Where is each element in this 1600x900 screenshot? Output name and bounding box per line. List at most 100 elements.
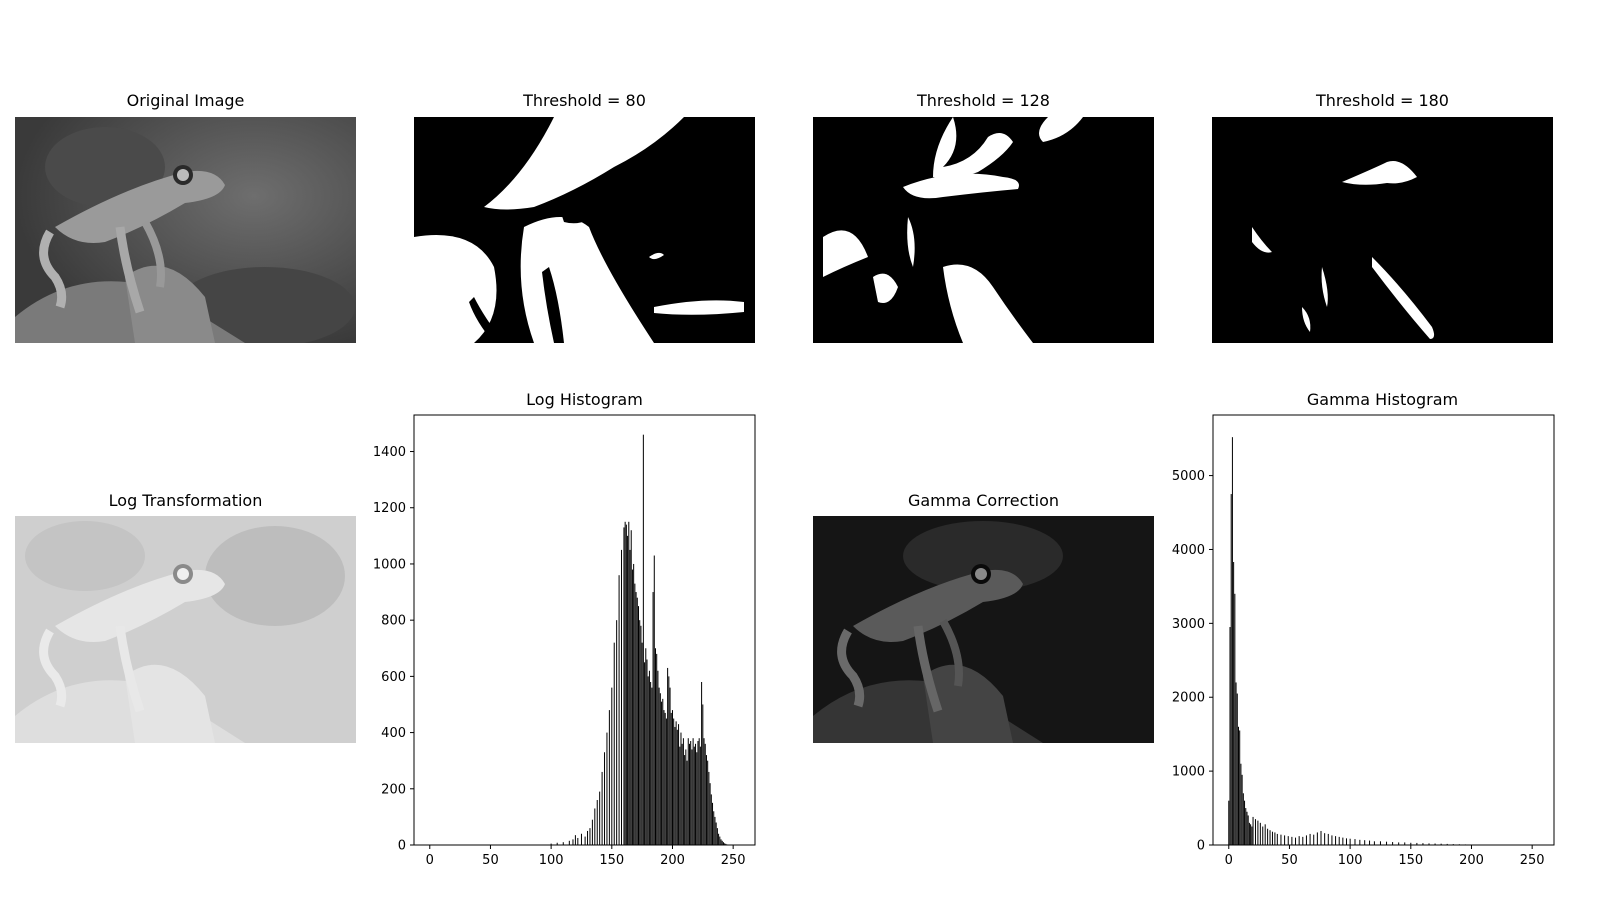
log-histogram-bar [618, 575, 620, 845]
log-histogram-bar [631, 569, 633, 845]
gamma-histogram-bar [1280, 834, 1282, 845]
gamma-histogram-bar [1240, 763, 1242, 845]
log-histogram-bar [680, 732, 682, 845]
log-histogram-bar [633, 563, 635, 845]
log-histogram-bar [678, 724, 680, 845]
log-histogram-bar [580, 833, 582, 845]
gamma-histogram-bar [1264, 824, 1266, 845]
threshold-80-image [414, 117, 755, 343]
gamma-histogram-bar [1248, 822, 1250, 845]
log-histogram-bar [629, 549, 631, 845]
gamma-correction-title: Gamma Correction [907, 491, 1060, 510]
gamma-histogram-bar [1345, 838, 1347, 845]
original-image [15, 117, 356, 343]
log-histogram-bar [550, 843, 552, 845]
threshold-180-title: Threshold = 180 [1316, 91, 1449, 110]
gamma-histogram-bar [1410, 842, 1412, 845]
gamma-histogram-x-tick-label: 250 [1520, 853, 1545, 868]
log-histogram-bar [642, 434, 644, 845]
gamma-histogram-bar [1257, 820, 1259, 845]
log-histogram-y-tick-label: 1200 [373, 501, 406, 516]
log-histogram-bar [693, 746, 695, 845]
gamma-histogram-bar [1291, 836, 1293, 845]
log-histogram-bar [664, 712, 666, 845]
log-histogram-bar [718, 833, 720, 845]
log-histogram-axes-frame [413, 414, 756, 846]
log-histogram-bar [690, 741, 692, 845]
log-histogram-bar [625, 524, 627, 845]
log-histogram-bar [726, 844, 728, 845]
log-histogram-bar [594, 808, 596, 845]
log-histogram-bar [635, 592, 637, 845]
gamma-histogram-bar [1231, 437, 1233, 845]
gamma-histogram-bar [1274, 832, 1276, 845]
log-histogram-bar [659, 693, 661, 845]
gamma-histogram-bar [1440, 843, 1442, 845]
gamma-histogram-bar [1392, 842, 1394, 845]
gamma-histogram-bar [1464, 844, 1466, 845]
original-image-title: Original Image [126, 91, 245, 110]
log-histogram-bar [713, 811, 715, 845]
gamma-histogram-bar [1284, 835, 1286, 845]
gamma-histogram-bar [1373, 841, 1375, 845]
log-histogram-bar [673, 718, 675, 845]
log-histogram-bar [695, 743, 697, 845]
gamma-histogram-bar [1335, 836, 1337, 845]
gamma-histogram-bar [1386, 841, 1388, 845]
gamma-histogram-bar [1434, 843, 1436, 845]
log-histogram-y-tick-label: 800 [381, 614, 406, 629]
gamma-histogram-bar [1287, 836, 1289, 845]
log-histogram-bar [686, 760, 688, 845]
threshold-128-title: Threshold = 128 [917, 91, 1050, 110]
log-histogram-bar [589, 828, 591, 845]
gamma-histogram-title: Gamma Histogram [1306, 390, 1459, 409]
log-histogram-x-tick-label: 250 [721, 853, 746, 868]
gamma-histogram-bar [1369, 840, 1371, 845]
log-histogram-bar [702, 704, 704, 845]
log-histogram-bar [670, 712, 672, 845]
gamma-histogram-bar [1416, 842, 1418, 845]
gamma-histogram-bar [1276, 833, 1278, 845]
log-histogram-bar [621, 549, 623, 845]
gamma-histogram-bar [1428, 843, 1430, 845]
log-histogram-bar [704, 743, 706, 845]
gamma-histogram-bar [1452, 844, 1454, 845]
log-histogram-y-tick-label: 0 [398, 839, 406, 854]
log-histogram-bar [572, 839, 574, 845]
log-histogram-bar [721, 840, 723, 845]
log-histogram-bar [599, 791, 601, 845]
log-histogram-y-tick-label: 1400 [373, 445, 406, 460]
log-histogram-y-tick-label: 400 [381, 726, 406, 741]
log-histogram-bar [682, 738, 684, 845]
gamma-histogram-bar [1309, 833, 1311, 845]
gamma-histogram-bar [1254, 819, 1256, 845]
gamma-histogram-bar [1271, 831, 1273, 845]
gamma-histogram-bar [1267, 828, 1269, 845]
gamma-histogram-x-tick-label: 100 [1338, 853, 1363, 868]
gamma-histogram-x-tick-label: 0 [1225, 853, 1233, 868]
gamma-histogram-x-tick-label: 50 [1281, 853, 1298, 868]
gamma-histogram-bar [1359, 839, 1361, 845]
gamma-histogram-bar [1237, 726, 1239, 845]
gamma-histogram-x-tick-label: 150 [1398, 853, 1423, 868]
log-histogram-x-tick-label: 200 [660, 853, 685, 868]
log-histogram-bar [562, 842, 564, 845]
gamma-histogram-y-tick-label: 0 [1197, 839, 1205, 854]
log-histogram-bar [651, 687, 653, 845]
log-histogram-x-tick-label: 100 [539, 853, 564, 868]
gamma-histogram-bar [1316, 832, 1318, 845]
log-histogram-bar [584, 836, 586, 845]
gamma-histogram-bar [1246, 811, 1248, 845]
log-histogram-bar [687, 738, 689, 845]
gamma-histogram-bar [1233, 562, 1235, 845]
log-histogram-bar [596, 800, 598, 845]
gamma-histogram-bar [1331, 835, 1333, 845]
log-histogram-bar [703, 738, 705, 845]
log-histogram-bar [606, 732, 608, 845]
log-histogram-bar [665, 718, 667, 845]
log-histogram-bar [710, 794, 712, 845]
gamma-histogram-bar [1242, 793, 1244, 845]
log-histogram-bar [636, 597, 638, 845]
gamma-histogram-bar [1349, 838, 1351, 845]
gamma-histogram-bar [1404, 842, 1406, 845]
